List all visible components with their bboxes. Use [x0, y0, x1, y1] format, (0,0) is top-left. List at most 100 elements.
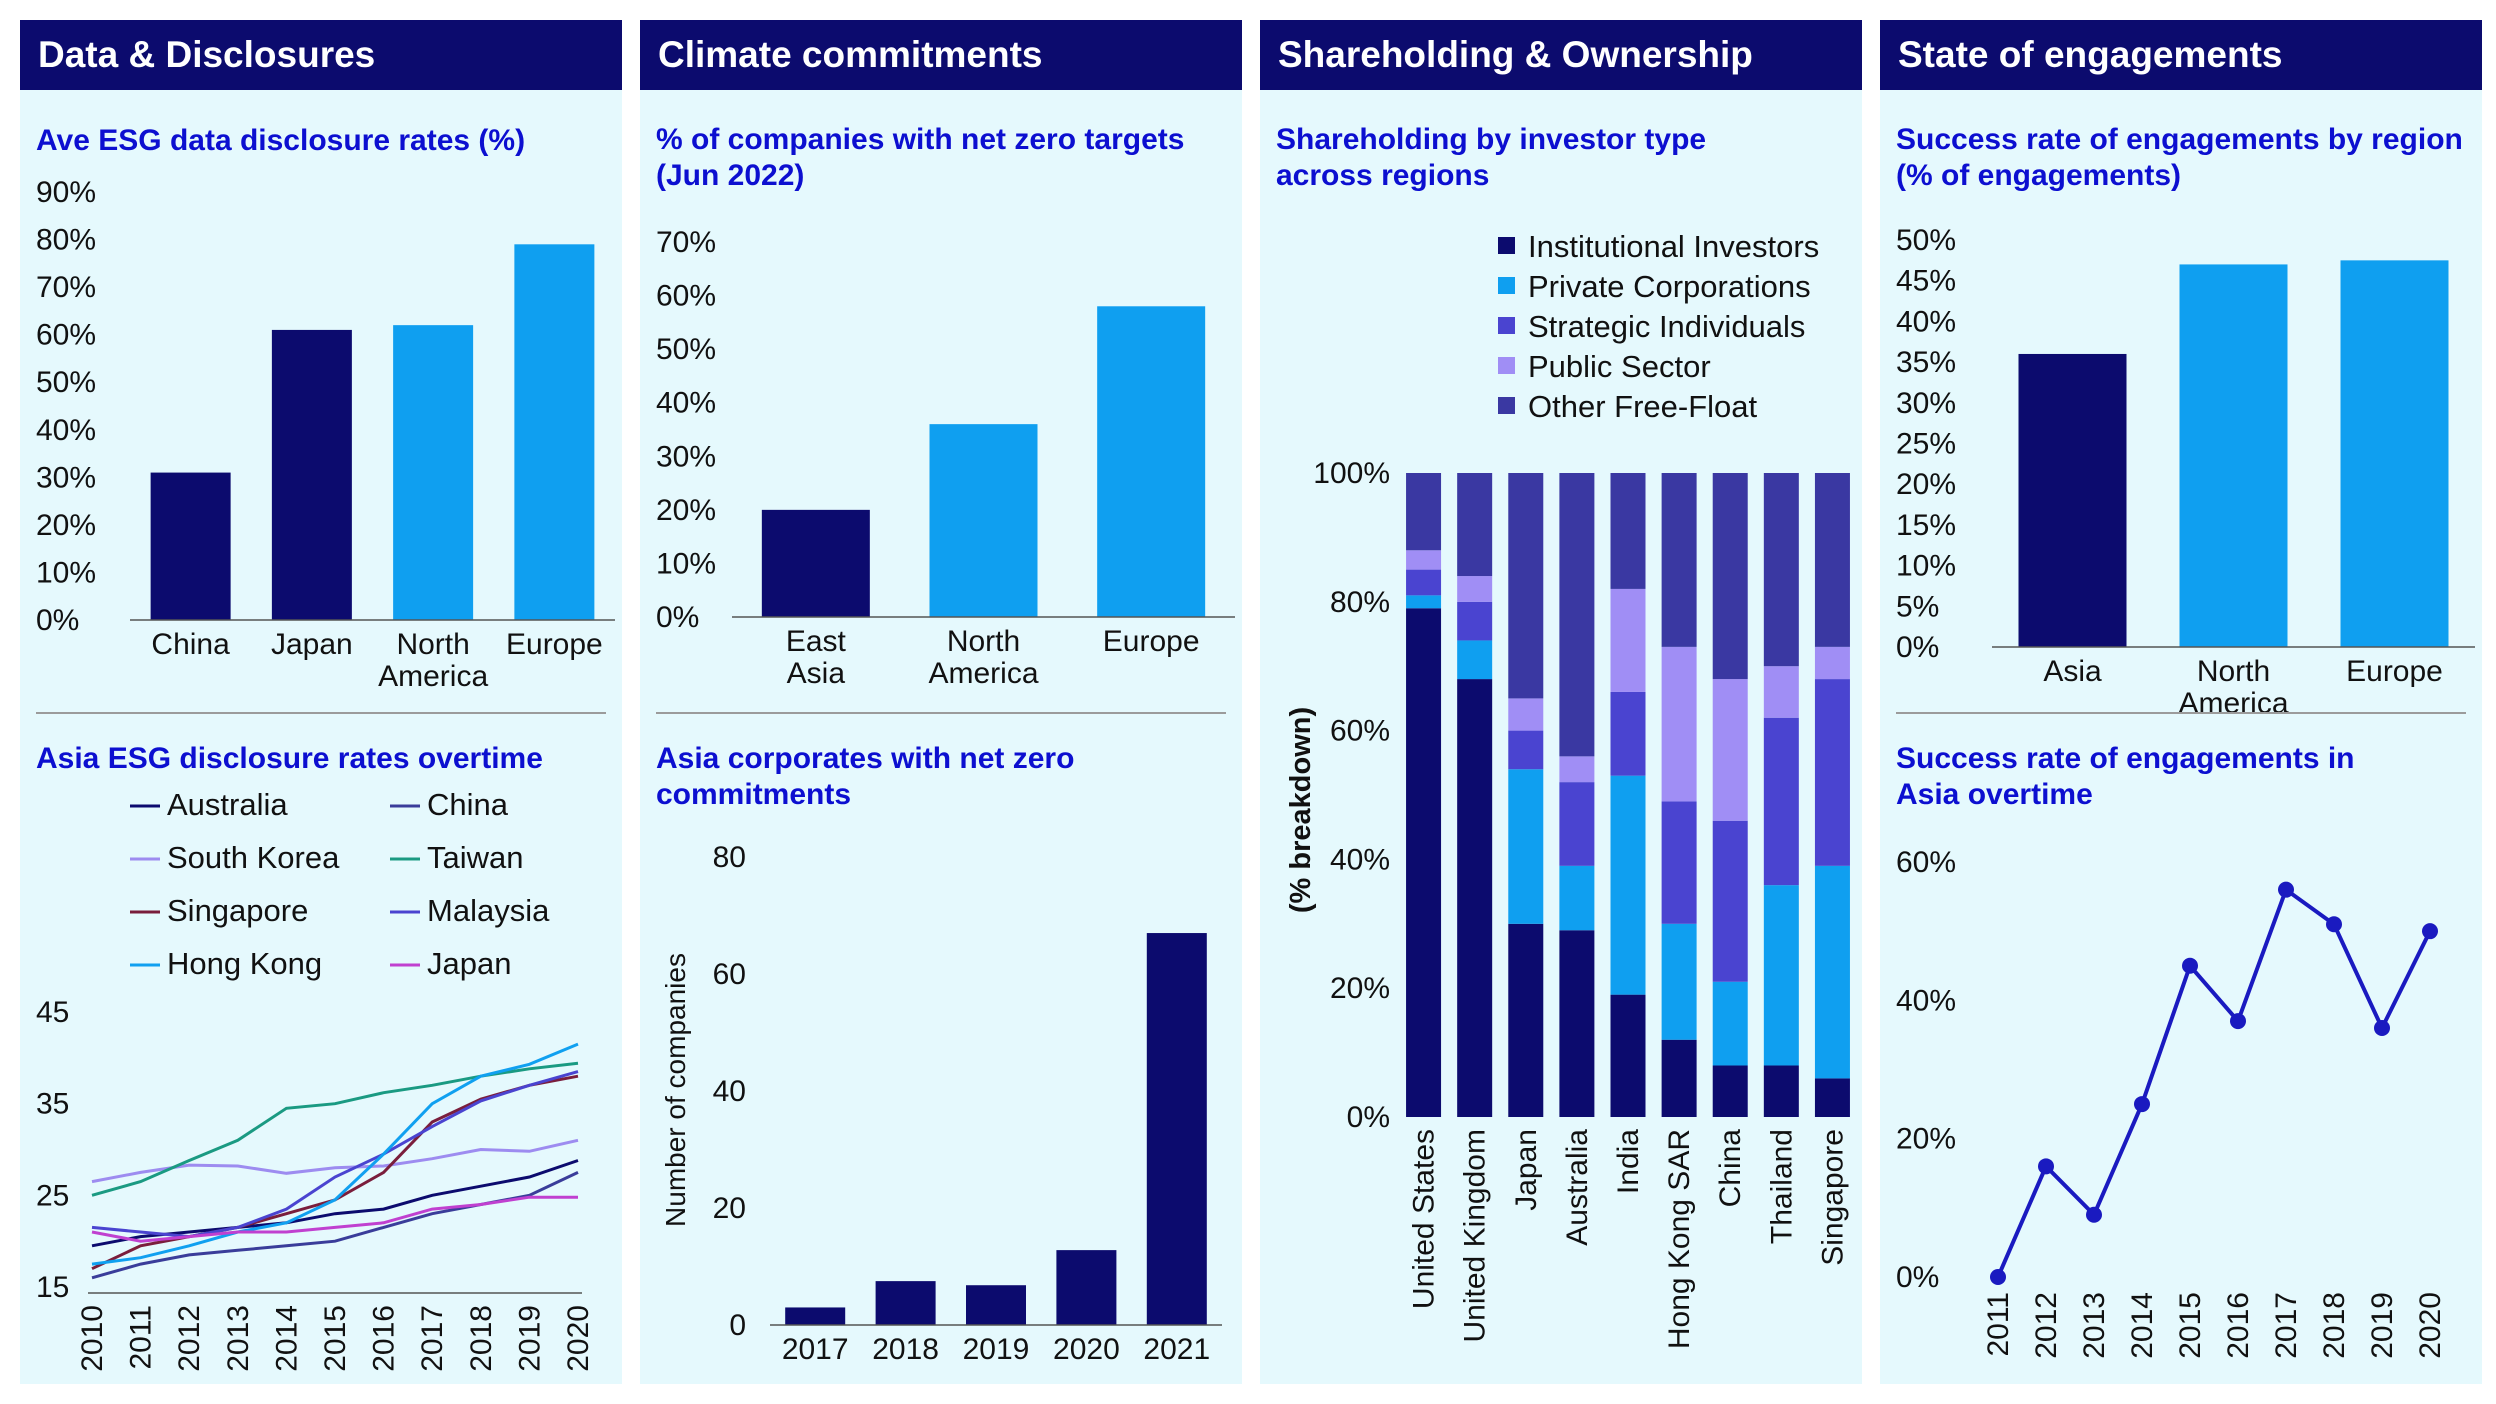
stacked-segment — [1457, 679, 1493, 1117]
stacked-segment — [1406, 550, 1442, 570]
data-point — [2278, 881, 2294, 898]
legend-label: Institutional Investors — [1528, 229, 1819, 264]
bar — [761, 509, 870, 617]
x-tick-label: 2021 — [1143, 1333, 1210, 1366]
bar — [2179, 264, 2288, 647]
bar — [1146, 933, 1207, 1325]
y-tick-label: 10% — [36, 556, 96, 589]
x-tick-label: North — [396, 628, 469, 661]
series-line — [91, 1070, 579, 1239]
data-point — [1990, 1269, 2006, 1285]
x-tick-label: 2019 — [513, 1305, 546, 1372]
bar — [2340, 260, 2449, 647]
y-tick-label: 15% — [1896, 509, 1956, 542]
y-tick-label: 45 — [36, 996, 69, 1029]
asia-net-zero-chart: Asia corporates with net zerocommitments… — [656, 742, 1222, 1366]
y-tick-label: 50% — [36, 366, 96, 399]
y-tick-label: 80% — [1330, 586, 1390, 619]
stacked-segment — [1661, 801, 1697, 924]
y-tick-label: 20% — [36, 509, 96, 542]
x-tick-label: 2017 — [782, 1333, 849, 1366]
x-tick-label: 2019 — [2366, 1292, 2399, 1359]
series-line — [91, 1159, 579, 1248]
y-tick-label: 30% — [36, 461, 96, 494]
y-tick-label: 0% — [656, 601, 699, 634]
x-tick-label: 2015 — [2174, 1292, 2207, 1359]
stacked-segment — [1814, 865, 1850, 1079]
chart-title: Success rate of engagements by region — [1896, 123, 2463, 156]
y-tick-label: 60% — [656, 280, 716, 313]
legend-label: Hong Kong — [167, 946, 322, 981]
legend-label: Private Corporations — [1528, 269, 1811, 304]
y-tick-label: 50% — [1896, 224, 1956, 257]
stacked-segment — [1763, 717, 1799, 886]
stacked-segment — [1508, 923, 1544, 1117]
stacked-segment — [1508, 730, 1544, 770]
y-tick-label: 25 — [36, 1179, 69, 1212]
stacked-segment — [1457, 640, 1493, 680]
stacked-segment — [1763, 1065, 1799, 1117]
y-tick-label: 40% — [1330, 843, 1390, 876]
y-tick-label: 35 — [36, 1088, 69, 1121]
x-tick-label: 2016 — [368, 1305, 401, 1372]
stacked-segment — [1814, 1078, 1850, 1117]
stacked-segment — [1661, 473, 1697, 647]
series-line — [91, 1195, 578, 1243]
y-tick-label: 80% — [36, 224, 96, 257]
stacked-segment — [1712, 1065, 1748, 1117]
y-tick-label: 40 — [713, 1075, 746, 1108]
x-tick-label: 2017 — [416, 1305, 449, 1372]
legend-swatch — [1498, 397, 1515, 414]
y-tick-label: 80 — [713, 841, 746, 874]
y-tick-label: 25% — [1896, 428, 1956, 461]
chart-title: across regions — [1276, 159, 1489, 192]
y-tick-label: 20 — [713, 1192, 746, 1225]
x-tick-label: Thailand — [1765, 1129, 1798, 1244]
x-tick-label: 2019 — [963, 1333, 1030, 1366]
stacked-segment — [1508, 769, 1544, 924]
legend-label: Australia — [167, 787, 288, 822]
data-point — [2230, 1013, 2246, 1030]
chart-title: (Jun 2022) — [656, 159, 804, 192]
y-axis-label: (% breakdown) — [1285, 707, 1317, 913]
y-tick-label: 15 — [36, 1271, 69, 1304]
bar — [875, 1281, 936, 1325]
legend-label: Other Free-Float — [1528, 389, 1758, 424]
stacked-segment — [1610, 473, 1646, 589]
legend-label: Taiwan — [427, 840, 524, 875]
divider — [1896, 712, 2466, 714]
x-tick-label: 2016 — [2222, 1292, 2255, 1359]
stacked-segment — [1610, 691, 1646, 776]
panel-data-disclosures: Data & Disclosures Ave ESG data disclosu… — [20, 20, 622, 1384]
chart-title: Asia ESG disclosure rates overtime — [36, 742, 543, 775]
bar — [785, 1307, 846, 1325]
y-tick-label: 20% — [1896, 1123, 1956, 1156]
x-tick-label: 2020 — [562, 1305, 595, 1372]
stacked-segment — [1610, 588, 1646, 692]
stacked-segment — [1661, 646, 1697, 802]
stacked-segment — [1457, 576, 1493, 602]
x-tick-label: 2020 — [1053, 1333, 1120, 1366]
y-tick-label: 35% — [1896, 346, 1956, 379]
panel-shareholding-ownership: Shareholding & Ownership Shareholding by… — [1260, 20, 1862, 1384]
x-tick-label: America — [378, 660, 488, 690]
esg-disclosure-chart: Ave ESG data disclosure rates (%) 0% 10% 20… — [36, 124, 615, 690]
data-point — [2182, 957, 2198, 974]
stacked-segment — [1610, 775, 1646, 995]
y-tick-label: 45% — [1896, 265, 1956, 298]
stacked-segment — [1763, 666, 1799, 718]
x-tick-label: 2012 — [2030, 1292, 2063, 1359]
series-line — [91, 1042, 579, 1266]
stacked-segment — [1712, 473, 1748, 680]
x-tick-label: America — [2178, 687, 2288, 720]
data-point — [2326, 916, 2342, 933]
x-tick-label: Japan — [1510, 1129, 1543, 1211]
stacked-segment — [1712, 981, 1748, 1066]
legend-swatch — [1498, 277, 1515, 294]
chart-title: (% of engagements) — [1896, 159, 2181, 192]
y-tick-label: 0% — [1896, 631, 1939, 664]
legend-label: China — [427, 787, 509, 822]
divider — [36, 712, 606, 714]
